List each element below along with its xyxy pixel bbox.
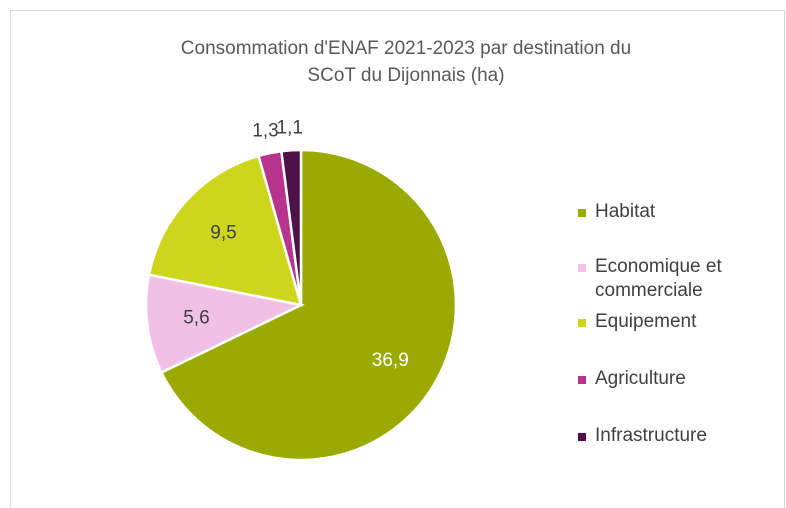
data-label: 9,5: [210, 223, 236, 244]
legend-swatch: [578, 209, 586, 217]
pie-slice: [159, 148, 458, 462]
data-label: 5,6: [183, 307, 209, 328]
legend-item: Equipement: [578, 310, 778, 334]
legend-item: Infrastructure: [578, 424, 778, 448]
chart-title: Consommation d'ENAF 2021-2023 par destin…: [181, 38, 631, 59]
legend-swatch: [578, 319, 586, 327]
legend-item: Agriculture: [578, 367, 778, 391]
legend-label: Economique et commerciale: [595, 256, 722, 301]
data-label: 1,3: [252, 121, 278, 142]
legend-item: Economique et commerciale: [578, 255, 778, 303]
pie-slice: [279, 148, 303, 306]
pie-slice: [144, 273, 305, 375]
pie-slice: [147, 154, 303, 307]
legend-item: Habitat: [578, 200, 778, 224]
legend-label: Agriculture: [595, 368, 686, 389]
data-label: 1,1: [277, 117, 303, 138]
chart-title: SCoT du Dijonnais (ha): [307, 65, 504, 86]
legend-swatch: [578, 264, 586, 272]
legend-label: Equipement: [595, 311, 697, 332]
legend-label: Infrastructure: [595, 425, 707, 446]
data-label: 36,9: [372, 350, 409, 371]
legend-label: Habitat: [595, 201, 656, 222]
legend-swatch: [578, 433, 586, 441]
legend-swatch: [578, 376, 586, 384]
